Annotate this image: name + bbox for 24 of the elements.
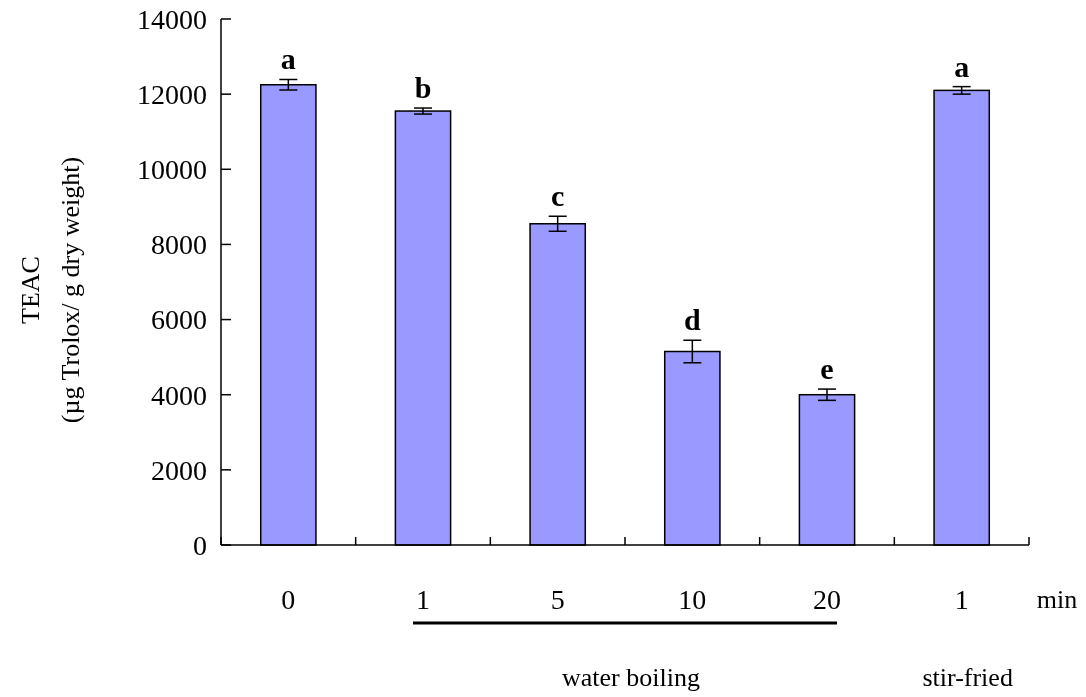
- data-label: a: [954, 49, 970, 83]
- y-tick-label: 12000: [137, 78, 207, 110]
- x-tick-label: 0: [281, 583, 296, 615]
- data-label: d: [683, 303, 701, 337]
- y-tick-label: 8000: [151, 229, 207, 261]
- text: stir-fried: [922, 663, 1013, 693]
- text: water boiling: [562, 663, 700, 693]
- y-tick-label: 10000: [137, 154, 207, 186]
- y-tick-label: 4000: [151, 379, 207, 411]
- y-axis-title: TEAC (µg Trolox/ g dry weight): [16, 156, 86, 424]
- x-tick-label: 5: [550, 583, 565, 615]
- data-label: c: [551, 179, 565, 213]
- data-label: e: [820, 352, 834, 386]
- x-tick-label: 20: [813, 583, 841, 615]
- y-tick-label: 14000: [137, 3, 207, 35]
- data-label: a: [280, 42, 296, 76]
- y-tick-label: 6000: [151, 304, 207, 336]
- x-tick-label: 1: [954, 583, 969, 615]
- y-tick-label: 2000: [151, 454, 207, 486]
- y-tick-label: 0: [193, 529, 207, 561]
- data-label: b: [414, 71, 432, 105]
- x-tick-label: 10: [678, 583, 707, 615]
- x-tick-label: 1: [416, 583, 430, 615]
- x-axis-title: min: [1036, 585, 1078, 615]
